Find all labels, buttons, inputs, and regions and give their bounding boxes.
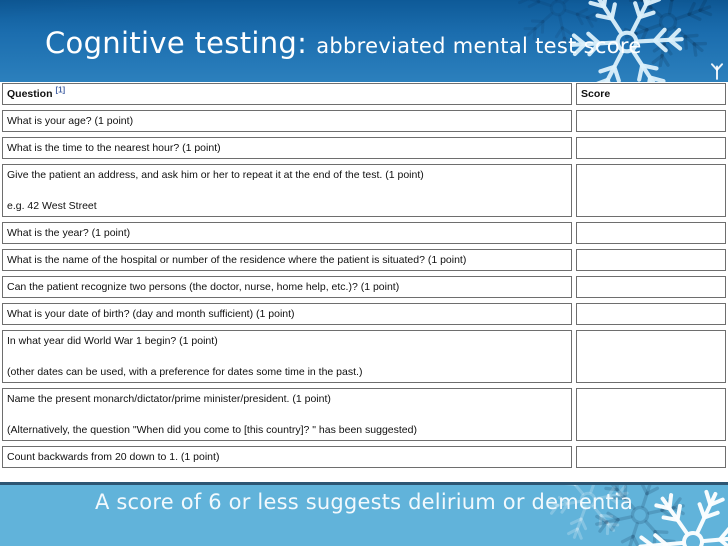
question-cell: What is the year? (1 point)	[2, 222, 572, 244]
question-cell: What is your date of birth? (day and mon…	[2, 303, 572, 325]
question-line: e.g. 42 West Street	[7, 200, 97, 212]
score-header-cell: Score	[576, 83, 726, 105]
amt-table-body: Question [1] Score What is your age? (1 …	[2, 83, 726, 468]
question-cell: Give the patient an address, and ask him…	[2, 164, 572, 217]
score-cell	[576, 137, 726, 159]
question-line: Name the present monarch/dictator/prime …	[7, 393, 331, 405]
score-header-label: Score	[581, 88, 611, 100]
score-cell	[576, 446, 726, 468]
table-row: Name the present monarch/dictator/prime …	[2, 388, 726, 441]
score-cell	[576, 330, 726, 383]
page-title-main: Cognitive testing:	[45, 26, 308, 60]
reference-link[interactable]: [1]	[55, 85, 66, 95]
question-line: Can the patient recognize two persons (t…	[7, 281, 400, 293]
table-band: Question [1] Score What is your age? (1 …	[0, 82, 728, 482]
score-cell	[576, 222, 726, 244]
table-row: What is the name of the hospital or numb…	[2, 249, 726, 271]
table-row: Count backwards from 20 down to 1. (1 po…	[2, 446, 726, 468]
page-title-sub: abbreviated mental test score	[316, 34, 642, 58]
page-title: Cognitive testing: abbreviated mental tes…	[45, 26, 642, 60]
score-cell	[576, 303, 726, 325]
question-cell: What is the time to the nearest hour? (1…	[2, 137, 572, 159]
question-cell: What is your age? (1 point)	[2, 110, 572, 132]
table-row: What is the year? (1 point)	[2, 222, 726, 244]
table-row: Can the patient recognize two persons (t…	[2, 276, 726, 298]
question-header-cell: Question [1]	[2, 83, 572, 105]
question-line: (other dates can be used, with a prefere…	[7, 366, 363, 378]
table-row: What is your date of birth? (day and mon…	[2, 303, 726, 325]
table-row: Give the patient an address, and ask him…	[2, 164, 726, 217]
score-cell	[576, 249, 726, 271]
question-line: In what year did World War 1 begin? (1 p…	[7, 335, 218, 347]
title-banner: Cognitive testing: abbreviated mental tes…	[0, 0, 728, 82]
footer-band: A score of 6 or less suggests delirium o…	[0, 485, 728, 546]
table-row: What is your age? (1 point)	[2, 110, 726, 132]
question-cell: In what year did World War 1 begin? (1 p…	[2, 330, 572, 383]
question-line: What is your age? (1 point)	[7, 115, 134, 127]
snowflake-sprig-icon	[710, 63, 724, 80]
question-cell: Count backwards from 20 down to 1. (1 po…	[2, 446, 572, 468]
question-line: (Alternatively, the question "When did y…	[7, 424, 417, 436]
question-line: What is the time to the nearest hour? (1…	[7, 142, 221, 154]
table-header-row: Question [1] Score	[2, 83, 726, 105]
score-cell	[576, 110, 726, 132]
question-line: What is your date of birth? (day and mon…	[7, 308, 295, 320]
score-cell	[576, 388, 726, 441]
divider	[0, 482, 728, 485]
score-cell	[576, 276, 726, 298]
table-row: In what year did World War 1 begin? (1 p…	[2, 330, 726, 383]
caption-text: A score of 6 or less suggests delirium o…	[94, 490, 634, 514]
question-cell: Name the present monarch/dictator/prime …	[2, 388, 572, 441]
score-cell	[576, 164, 726, 217]
question-cell: What is the name of the hospital or numb…	[2, 249, 572, 271]
table-row: What is the time to the nearest hour? (1…	[2, 137, 726, 159]
amt-table: Question [1] Score What is your age? (1 …	[0, 82, 728, 473]
question-line: Count backwards from 20 down to 1. (1 po…	[7, 451, 220, 463]
question-header-label: Question	[7, 88, 53, 100]
question-line: Give the patient an address, and ask him…	[7, 169, 424, 181]
question-line: What is the name of the hospital or numb…	[7, 254, 467, 266]
question-cell: Can the patient recognize two persons (t…	[2, 276, 572, 298]
question-line: What is the year? (1 point)	[7, 227, 131, 239]
